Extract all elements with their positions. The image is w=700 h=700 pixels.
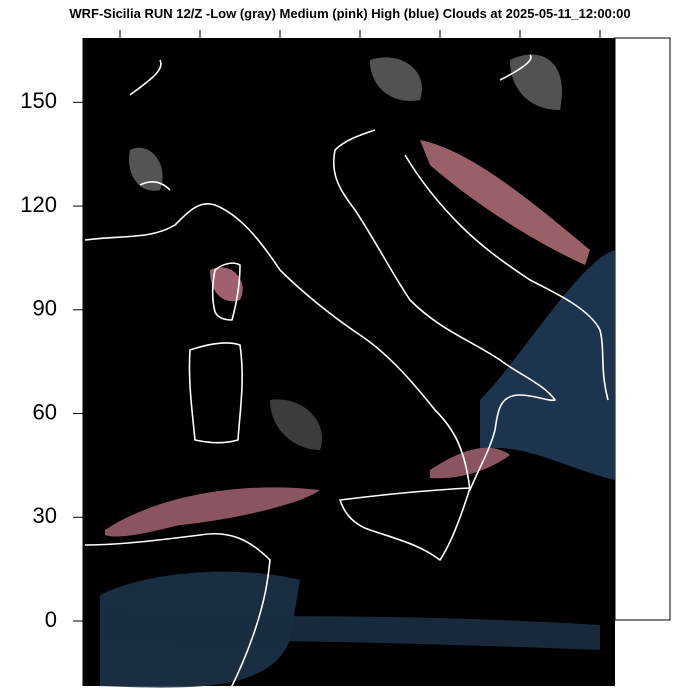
y-tick-label: 90 [33, 296, 57, 321]
africa-coast [84, 532, 271, 691]
y-tick-label: 150 [20, 88, 57, 113]
side-panel [614, 37, 671, 621]
low-cloud [370, 57, 422, 101]
high-cloud [480, 250, 615, 480]
y-tick-label: 60 [33, 399, 57, 424]
coast-fragment [129, 54, 532, 191]
medium-cloud [430, 447, 510, 479]
y-tick-label: 0 [45, 607, 57, 632]
coastlines [84, 54, 609, 691]
high-cloud [100, 615, 600, 650]
sicily-coast [339, 487, 471, 561]
medium-cloud [210, 267, 243, 302]
balkan-coast [404, 154, 609, 401]
medium-cloud [105, 487, 320, 537]
top-ticks [119, 30, 601, 38]
sardinia-coast [188, 342, 243, 444]
corsica-coast [211, 262, 241, 321]
y-axis-ticks: 0 30 60 90 120 150 [20, 88, 83, 632]
low-cloud [510, 54, 562, 110]
low-cloud [129, 147, 163, 191]
y-tick-label: 120 [20, 192, 57, 217]
y-tick-label: 30 [33, 503, 57, 528]
clouds [100, 54, 615, 688]
low-cloud [270, 399, 322, 450]
map-title: WRF-Sicilia RUN 12/Z -Low (gray) Medium … [69, 6, 630, 21]
medium-cloud [420, 140, 590, 265]
italy-coast [84, 129, 556, 491]
